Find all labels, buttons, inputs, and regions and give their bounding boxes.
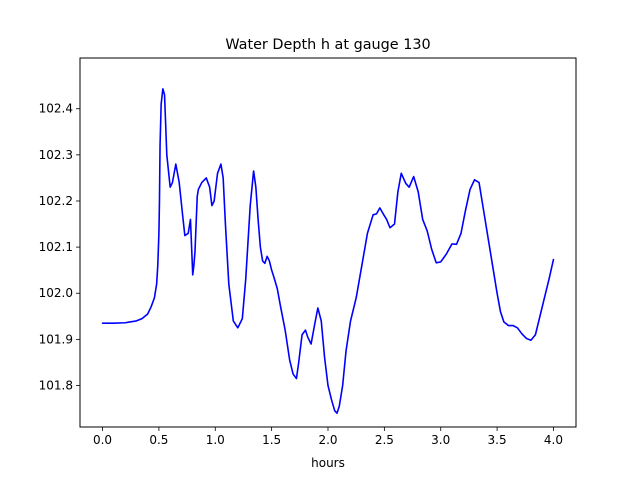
x-tick-label: 2.0 bbox=[318, 433, 337, 447]
series-line-0 bbox=[101, 88, 555, 414]
x-tick-label: 2.5 bbox=[375, 433, 394, 447]
x-tick-label: 0.5 bbox=[149, 433, 168, 447]
x-tick-label: 3.5 bbox=[488, 433, 507, 447]
axes-background bbox=[80, 58, 576, 427]
y-tick-label: 102.3 bbox=[39, 148, 73, 162]
y-tick-label: 102.0 bbox=[39, 286, 73, 300]
y-tick-label: 101.9 bbox=[39, 332, 73, 346]
y-tick-label: 102.4 bbox=[39, 102, 73, 116]
x-tick-label: 4.0 bbox=[544, 433, 563, 447]
x-tick-label: 1.0 bbox=[206, 433, 225, 447]
chart-title: Water Depth h at gauge 130 bbox=[225, 37, 430, 53]
y-tick-label: 102.1 bbox=[39, 240, 73, 254]
y-axis: 101.8 101.9 102.0 102.1 102.2 102.3 102.4 bbox=[39, 102, 80, 392]
x-axis: 0.0 0.5 1.0 1.5 2.0 2.5 3.0 3.5 4.0 bbox=[93, 427, 563, 447]
x-tick-label: 1.5 bbox=[262, 433, 281, 447]
x-axis-label: hours bbox=[311, 456, 345, 470]
y-tick-label: 102.2 bbox=[39, 194, 73, 208]
x-tick-label: 0.0 bbox=[93, 433, 112, 447]
line-layer bbox=[101, 88, 555, 414]
x-tick-label: 3.0 bbox=[431, 433, 450, 447]
plot-area bbox=[79, 57, 577, 428]
y-tick-label: 101.8 bbox=[39, 378, 73, 392]
